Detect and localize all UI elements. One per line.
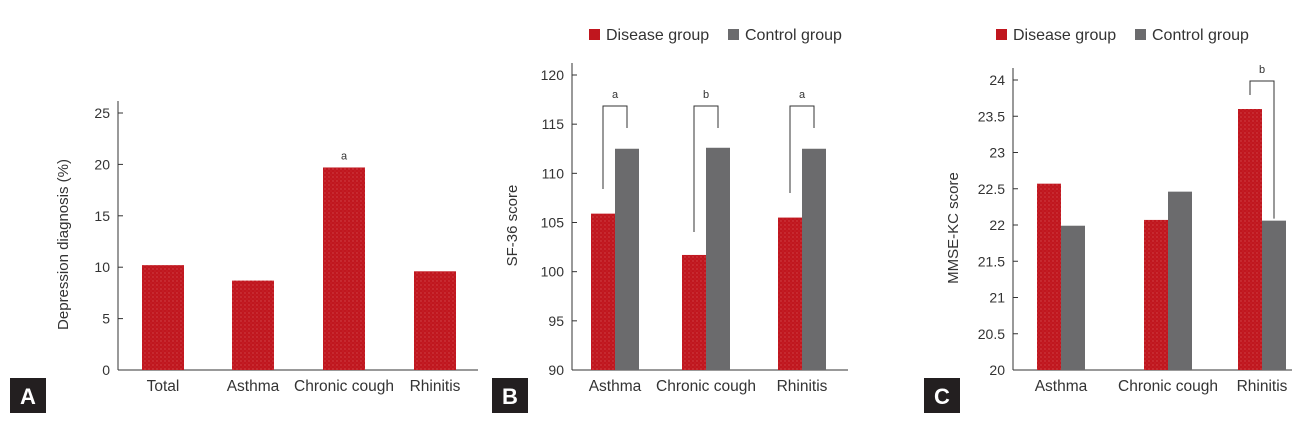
panel-a-bar-disease-group-total <box>142 265 184 370</box>
panel-a-bar-disease-group-chronic-cough <box>323 167 365 370</box>
panel-c-y-tick-label: 20 <box>989 362 1005 378</box>
panel-c-legend-swatch-control-group <box>1135 29 1146 40</box>
panel-b-significance-bracket <box>602 105 628 189</box>
panel-b-bar-control-group-rhinitis <box>802 148 826 370</box>
panel-b-x-tick-label-asthma: Asthma <box>589 378 642 395</box>
panel-b-significance-label: a <box>612 89 619 101</box>
panel-a-bar-disease-group-rhinitis <box>414 271 456 370</box>
panel-a-y-tick-label: 5 <box>102 311 110 327</box>
panel-c-y-tick-label: 23 <box>989 145 1005 161</box>
panel-b-y-tick-label: 95 <box>548 313 564 329</box>
panel-b-y-tick-label: 110 <box>542 165 565 181</box>
panel-a-label: A <box>20 384 36 409</box>
panel-b-label: B <box>502 384 518 409</box>
panel-c-x-tick-label-rhinitis: Rhinitis <box>1237 378 1288 395</box>
panel-c-label-box <box>924 378 960 413</box>
panel-c-bar-disease-group-rhinitis <box>1238 109 1262 370</box>
panel-a-y-tick-label: 15 <box>94 208 110 224</box>
panel-a-y-tick-label: 25 <box>94 105 110 121</box>
panel-a-y-tick-label: 10 <box>94 259 110 275</box>
figure-root: 0 5 10 15 20 25 Depression diagnosis (%) Total A… <box>10 27 1292 413</box>
panel-a-x-tick-label-total: Total <box>147 378 180 395</box>
panel-b-y-tick-label: 100 <box>541 264 565 280</box>
panel-a-x-tick-label-rhinitis: Rhinitis <box>410 378 461 395</box>
panel-c-y-tick-label: 21.5 <box>978 253 1005 269</box>
panel-c-label: C <box>934 384 950 409</box>
panel-b-y-tick-label: 115 <box>542 116 565 132</box>
panel-c-y-tick-label: 22.5 <box>978 181 1005 197</box>
panel-b-y-tick-label: 105 <box>541 215 565 231</box>
panel-b-y-tick-label: 120 <box>541 67 565 83</box>
panel-c-significance-label: b <box>1259 64 1265 76</box>
panel-a-x-tick-label-chronic-cough: Chronic cough <box>294 378 394 395</box>
panel-c-y-axis-label: MMSE-KC score <box>945 172 962 284</box>
panel-c-legend-label-control-group: Control group <box>1152 27 1249 44</box>
panel-c-bar-control-group-chronic-cough <box>1168 191 1192 370</box>
panel-c-chart: 20 20.5 21 21.5 22 22.5 23 23.5 24 MMSE-KC score A… <box>924 27 1292 413</box>
panel-a-y-axis-label: Depression diagnosis (%) <box>55 159 72 330</box>
panel-c-y-tick-label: 24 <box>989 72 1005 88</box>
panel-b-significance-bracket <box>789 105 815 193</box>
panel-b-legend-label-disease-group: Disease group <box>606 27 709 44</box>
panel-a-significance-label: a <box>341 150 348 162</box>
panel-c-y-tick-label: 21 <box>989 290 1005 306</box>
panel-c-legend-label-disease-group: Disease group <box>1013 27 1116 44</box>
panel-c-bar-disease-group-chronic-cough <box>1144 219 1168 370</box>
panel-c-bar-control-group-asthma <box>1061 225 1085 370</box>
panel-c-y-tick-label: 23.5 <box>978 108 1005 124</box>
panel-a-y-tick-label: 20 <box>94 156 110 172</box>
panel-b-legend-swatch-control-group <box>728 29 739 40</box>
panel-b-bar-disease-group-asthma <box>591 213 615 370</box>
panel-b-y-axis-label: SF-36 score <box>504 185 521 267</box>
panel-b-significance-bracket <box>693 105 719 232</box>
panel-c-bar-disease-group-asthma <box>1037 183 1061 370</box>
panel-b-x-tick-label-chronic-cough: Chronic cough <box>656 378 756 395</box>
panel-b-bar-control-group-chronic-cough <box>706 147 730 370</box>
panel-a-y-tick-label: 0 <box>102 362 110 378</box>
panel-b-bar-disease-group-chronic-cough <box>682 254 706 370</box>
panel-a-chart: 0 5 10 15 20 25 Depression diagnosis (%) Total A… <box>10 101 478 413</box>
panel-b-bar-control-group-asthma <box>615 148 639 370</box>
panel-c-y-tick-label: 20.5 <box>978 326 1005 342</box>
panel-c-y-tick-label: 22 <box>989 217 1005 233</box>
panel-a-label-box <box>10 378 46 413</box>
panel-a-bar-disease-group-asthma <box>232 280 274 370</box>
panel-c-legend-swatch-disease-group <box>996 29 1007 40</box>
panel-b-significance-label: a <box>799 89 806 101</box>
panel-b-bar-disease-group-rhinitis <box>778 217 802 370</box>
panel-b-significance-label: b <box>703 89 709 101</box>
panel-b-chart: 90 95 100 105 110 115 120 SF-36 score Asthma Chro… <box>492 27 848 413</box>
panel-c-significance-bracket <box>1249 80 1275 219</box>
panel-c-bar-control-group-rhinitis <box>1262 220 1286 370</box>
panel-c-x-tick-label-asthma: Asthma <box>1035 378 1088 395</box>
panel-a-x-tick-label-asthma: Asthma <box>227 378 280 395</box>
panel-b-y-tick-label: 90 <box>548 362 564 378</box>
panel-c-x-tick-label-chronic-cough: Chronic cough <box>1118 378 1218 395</box>
panel-b-legend-swatch-disease-group <box>589 29 600 40</box>
panel-b-label-box <box>492 378 528 413</box>
panel-b-legend-label-control-group: Control group <box>745 27 842 44</box>
panel-b-x-tick-label-rhinitis: Rhinitis <box>777 378 828 395</box>
